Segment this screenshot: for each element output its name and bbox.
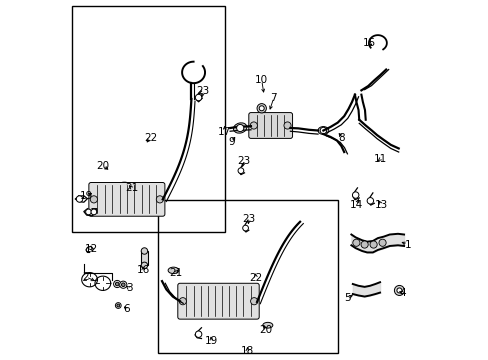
Text: 17: 17 — [218, 127, 231, 136]
Text: 22: 22 — [143, 133, 157, 143]
Text: 16: 16 — [137, 265, 150, 275]
Circle shape — [156, 196, 163, 203]
Text: 20: 20 — [259, 325, 272, 335]
Circle shape — [115, 282, 119, 286]
Circle shape — [141, 248, 147, 254]
Text: 6: 6 — [123, 304, 130, 314]
Circle shape — [238, 168, 244, 174]
Ellipse shape — [168, 267, 179, 274]
Text: 15: 15 — [362, 38, 375, 48]
Circle shape — [352, 239, 359, 246]
Ellipse shape — [233, 123, 246, 133]
Text: 23: 23 — [237, 156, 250, 166]
Ellipse shape — [262, 322, 272, 328]
Text: 19: 19 — [80, 191, 93, 201]
Text: 3: 3 — [125, 283, 132, 293]
Text: 23: 23 — [242, 214, 255, 224]
Text: 10: 10 — [255, 75, 268, 85]
Text: 11: 11 — [373, 154, 386, 164]
Circle shape — [76, 196, 82, 202]
Circle shape — [236, 125, 244, 132]
Circle shape — [242, 225, 248, 231]
Circle shape — [360, 241, 367, 248]
Circle shape — [195, 331, 202, 337]
Circle shape — [250, 298, 257, 305]
Circle shape — [120, 281, 126, 288]
FancyBboxPatch shape — [178, 283, 259, 319]
Circle shape — [378, 239, 386, 246]
Bar — [158, 200, 338, 353]
Circle shape — [394, 285, 404, 296]
Circle shape — [85, 209, 91, 215]
Text: 14: 14 — [349, 200, 362, 210]
Text: 22: 22 — [249, 273, 262, 283]
Text: 2: 2 — [82, 272, 89, 282]
Circle shape — [195, 94, 202, 101]
Text: 4: 4 — [399, 288, 406, 298]
Circle shape — [117, 304, 120, 307]
Bar — [72, 6, 224, 232]
Text: 8: 8 — [338, 133, 345, 143]
Ellipse shape — [317, 127, 328, 134]
Text: 12: 12 — [84, 244, 98, 254]
Circle shape — [366, 198, 373, 204]
Text: 5: 5 — [344, 293, 350, 303]
Circle shape — [90, 196, 97, 203]
Circle shape — [396, 288, 401, 293]
Text: 21: 21 — [169, 267, 182, 278]
Circle shape — [284, 122, 290, 129]
Circle shape — [352, 192, 358, 198]
Circle shape — [113, 280, 121, 288]
Text: 19: 19 — [204, 336, 218, 346]
Circle shape — [250, 122, 257, 129]
Circle shape — [320, 127, 326, 134]
Circle shape — [369, 241, 376, 248]
Text: 13: 13 — [374, 200, 387, 210]
Text: 1: 1 — [404, 239, 410, 249]
Circle shape — [115, 303, 121, 309]
Text: 7: 7 — [270, 93, 277, 103]
Bar — [141, 251, 147, 265]
Circle shape — [259, 106, 264, 111]
Text: 23: 23 — [196, 86, 209, 96]
Text: 21: 21 — [124, 183, 138, 193]
FancyBboxPatch shape — [89, 183, 164, 216]
Circle shape — [91, 209, 97, 215]
Circle shape — [179, 298, 186, 305]
Text: 20: 20 — [96, 161, 109, 171]
FancyBboxPatch shape — [248, 113, 292, 138]
Text: 18: 18 — [240, 346, 253, 356]
Text: 9: 9 — [228, 138, 235, 147]
Circle shape — [121, 283, 125, 287]
Ellipse shape — [117, 182, 131, 190]
Circle shape — [257, 104, 266, 113]
Circle shape — [141, 262, 147, 269]
